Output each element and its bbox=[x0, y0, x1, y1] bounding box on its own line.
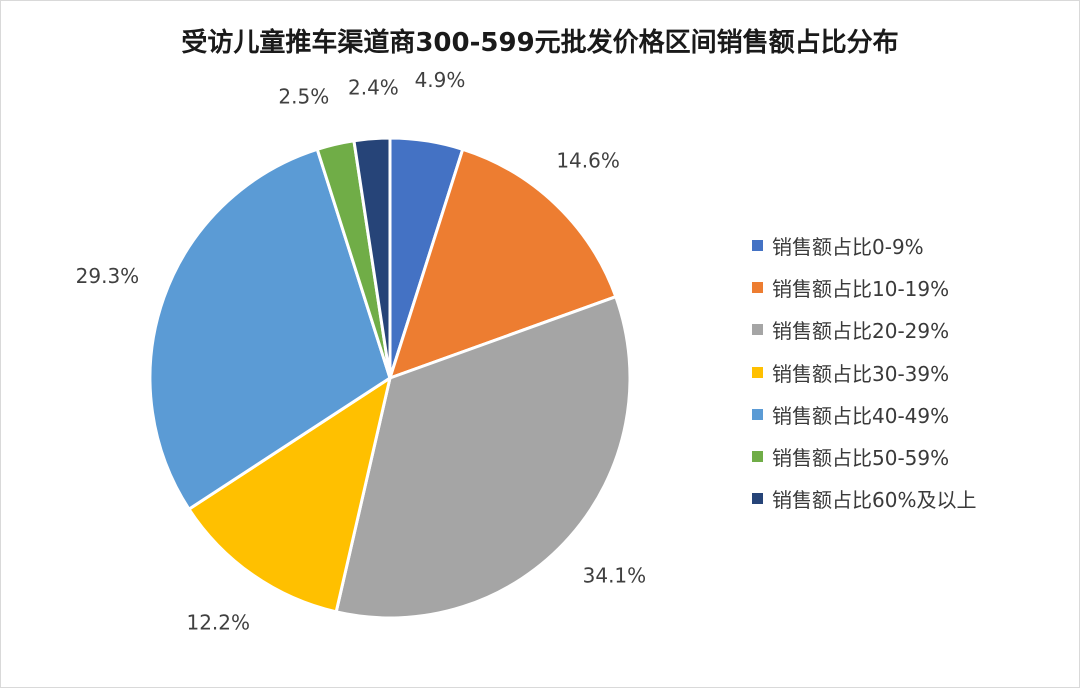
pie-slice bbox=[148, 147, 392, 511]
data-label: 14.6% bbox=[556, 148, 620, 172]
legend-swatch bbox=[752, 366, 763, 378]
legend-swatch bbox=[752, 281, 763, 293]
pie-slice bbox=[334, 295, 632, 620]
legend-swatch bbox=[752, 451, 763, 463]
data-label: 4.9% bbox=[415, 68, 466, 92]
data-label: 29.3% bbox=[76, 264, 140, 288]
legend-swatch bbox=[752, 239, 763, 251]
data-label: 34.1% bbox=[583, 564, 647, 588]
legend-swatch bbox=[752, 324, 763, 336]
chart-title: 受访儿童推车渠道商300-599元批发价格区间销售额占比分布 bbox=[181, 28, 899, 58]
chart-legend: 销售额占比0-9% 销售额占比10-19% 销售额占比20-29% 销售额占比30-3… bbox=[752, 224, 976, 520]
data-label: 12.2% bbox=[186, 610, 250, 634]
legend-item: 销售额占比30-39% bbox=[752, 351, 976, 393]
legend-item: 销售额占比10-19% bbox=[752, 266, 976, 308]
data-label: 2.4% bbox=[348, 75, 399, 99]
legend-label: 销售额占比10-19% bbox=[772, 276, 950, 301]
legend-swatch bbox=[752, 493, 763, 505]
legend-swatch bbox=[752, 408, 763, 420]
legend-label: 销售额占比40-49% bbox=[772, 403, 950, 428]
legend-item: 销售额占比0-9% bbox=[752, 224, 976, 266]
data-label: 2.5% bbox=[278, 84, 329, 108]
legend-item: 销售额占比40-49% bbox=[752, 393, 976, 435]
legend-item: 销售额占比20-29% bbox=[752, 309, 976, 351]
legend-label: 销售额占比30-39% bbox=[772, 361, 950, 386]
legend-label: 销售额占比0-9% bbox=[772, 234, 924, 259]
legend-label: 销售额占比60%及以上 bbox=[772, 488, 977, 513]
legend-label: 销售额占比20-29% bbox=[772, 319, 950, 344]
legend-label: 销售额占比50-59% bbox=[772, 446, 950, 471]
legend-item: 销售额占比50-59% bbox=[752, 435, 976, 477]
legend-item: 销售额占比60%及以上 bbox=[752, 478, 976, 520]
pie-slice bbox=[388, 147, 618, 380]
pie-slice bbox=[352, 136, 392, 380]
pie-slice bbox=[187, 376, 392, 614]
